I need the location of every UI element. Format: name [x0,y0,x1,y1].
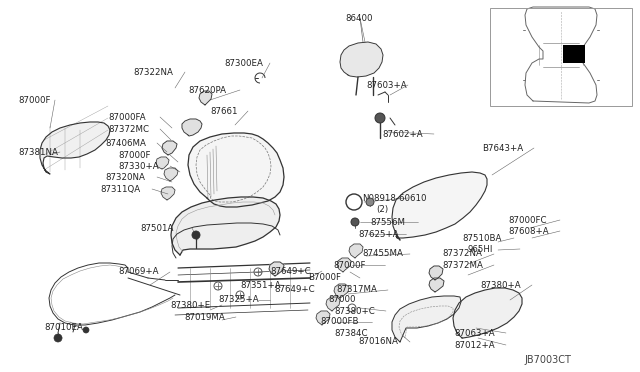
Text: 87620PA: 87620PA [188,86,226,94]
Circle shape [366,198,374,206]
Text: 87603+A: 87603+A [366,80,406,90]
Text: 87649+C: 87649+C [274,285,315,295]
Text: 87501A: 87501A [140,224,173,232]
Polygon shape [453,288,522,338]
Text: 87372MA: 87372MA [442,260,483,269]
Text: 87351+A: 87351+A [240,282,280,291]
Text: 87069+A: 87069+A [118,267,159,276]
Polygon shape [340,42,383,77]
Text: 87000F: 87000F [118,151,150,160]
Text: 87325+A: 87325+A [218,295,259,305]
Text: JB7003CT: JB7003CT [524,355,571,365]
Bar [563,45,585,63]
Text: 87010EA: 87010EA [44,324,83,333]
Text: 87510BA: 87510BA [462,234,501,243]
Text: 87380+A: 87380+A [480,280,520,289]
Text: 87380+E: 87380+E [170,301,211,310]
Bar [490,8,632,106]
Circle shape [351,218,359,226]
Polygon shape [171,197,280,255]
Text: B7000F: B7000F [308,273,341,282]
Text: 87311QA: 87311QA [100,185,140,193]
Polygon shape [156,157,169,169]
Text: 87330+A: 87330+A [118,161,159,170]
Polygon shape [269,262,284,276]
Circle shape [375,113,385,123]
Text: 87000FC: 87000FC [508,215,547,224]
Text: 87608+A: 87608+A [508,227,548,235]
Polygon shape [429,266,443,280]
Text: 87372MC: 87372MC [108,125,149,134]
Text: 87320NA: 87320NA [105,173,145,182]
Polygon shape [392,296,461,342]
Text: 87000FB: 87000FB [320,317,358,327]
Text: 87019MA: 87019MA [184,312,225,321]
Text: 87012+A: 87012+A [454,340,495,350]
Text: 87000F: 87000F [333,260,365,269]
Polygon shape [334,284,349,298]
Text: 87380+C: 87380+C [334,307,375,315]
Polygon shape [316,311,330,325]
Polygon shape [199,91,212,105]
Circle shape [54,334,62,342]
Text: 87063+A: 87063+A [454,328,495,337]
Text: 965HI: 965HI [468,244,493,253]
Text: 87406MA: 87406MA [105,138,146,148]
Text: 87322NA: 87322NA [133,67,173,77]
Text: 87000F: 87000F [18,96,51,105]
Polygon shape [188,133,284,207]
Polygon shape [182,119,202,136]
Text: N: N [351,198,357,206]
Polygon shape [337,258,351,272]
Circle shape [83,327,89,333]
Text: N08918-60610: N08918-60610 [362,193,426,202]
Text: 86400: 86400 [345,13,372,22]
Text: 87556M: 87556M [370,218,405,227]
Polygon shape [164,168,178,181]
Text: B7643+A: B7643+A [482,144,523,153]
Polygon shape [349,244,363,258]
Circle shape [346,194,362,210]
Text: 87455MA: 87455MA [362,250,403,259]
Polygon shape [162,141,177,155]
Text: 87381NA: 87381NA [18,148,58,157]
Text: 87372NA: 87372NA [442,250,482,259]
Polygon shape [161,187,175,200]
Polygon shape [429,278,444,292]
Text: 87649+C: 87649+C [270,266,310,276]
Text: 87384C: 87384C [334,328,367,337]
Text: 87602+A: 87602+A [382,129,422,138]
Polygon shape [40,122,110,174]
Polygon shape [392,172,487,240]
Text: 87000: 87000 [328,295,355,305]
Text: (2): (2) [376,205,388,214]
Text: 87300EA: 87300EA [224,58,263,67]
Text: 87625+A: 87625+A [358,230,399,238]
Polygon shape [326,297,340,311]
Text: 87317MA: 87317MA [336,285,377,295]
Circle shape [192,231,200,239]
Text: 87000FA: 87000FA [108,112,146,122]
Text: 87016NA: 87016NA [358,337,398,346]
Text: 87661: 87661 [210,106,237,115]
